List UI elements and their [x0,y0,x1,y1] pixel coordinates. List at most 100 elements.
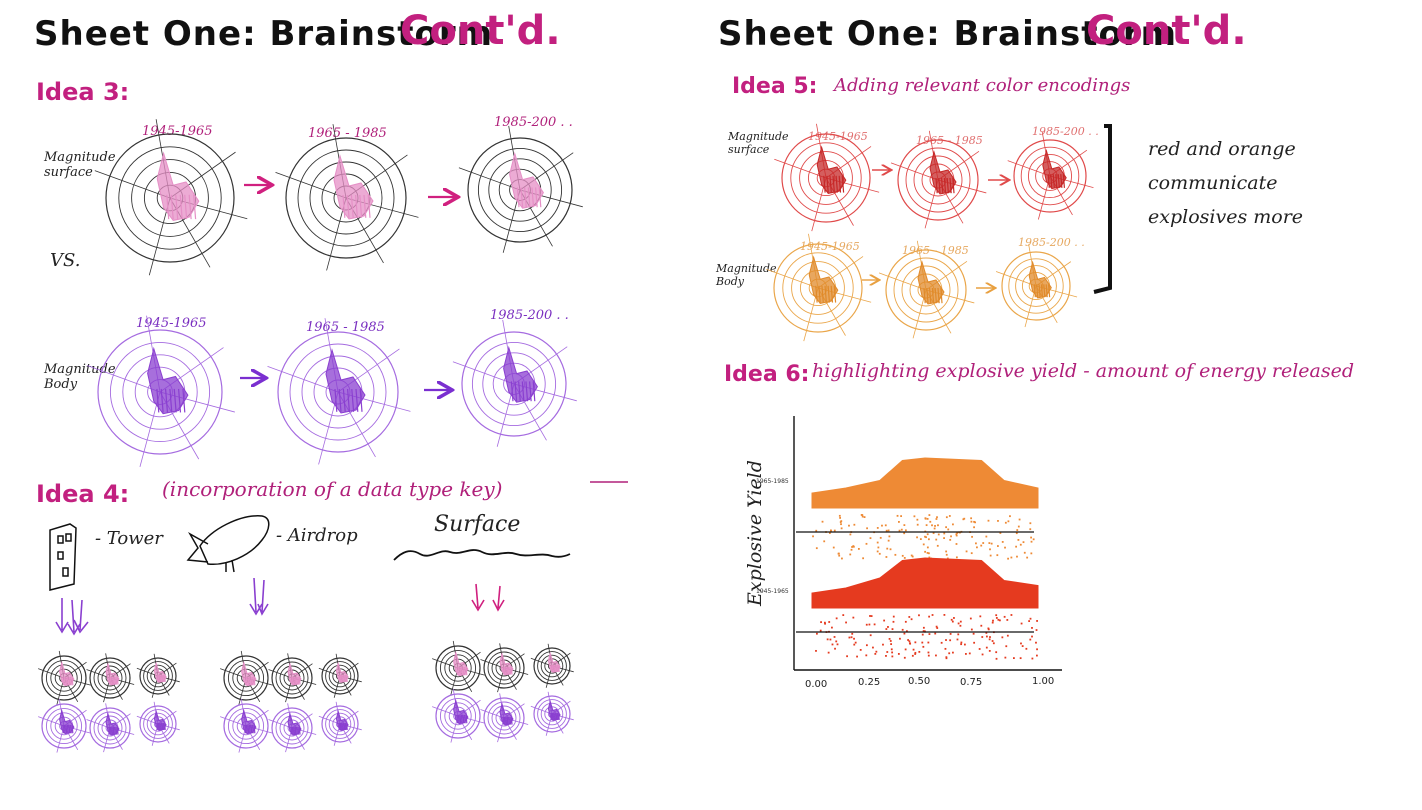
ridge-point [842,614,845,616]
ridge-point [1031,627,1033,629]
ridge-point [931,614,934,616]
ridge-point [892,620,895,623]
ridge-point [903,532,906,535]
ridge-point [1035,629,1038,631]
ridge-point [820,621,822,624]
chart-x-tick-3: 0.75 [960,677,983,688]
ridge-point [1029,638,1032,641]
ridge-point [1019,543,1022,546]
ridge-point [926,552,929,554]
idea3-body-label: Magnitude Body [44,362,116,392]
ridge-point [964,653,967,655]
ridge-point [955,533,958,536]
ridge-point [1030,536,1032,539]
ridge-point [922,630,925,632]
ridge-point [1029,528,1032,531]
ridge-point [1025,647,1028,650]
ridge-point [927,538,930,541]
left-sheet-title: Sheet One: Brainstorm [34,14,494,54]
ridge-point [885,654,887,657]
ridge-point [840,523,842,526]
ridge-point [1019,657,1022,660]
ridge-point [1020,642,1022,645]
ridge-point [960,641,963,644]
ridge-point [852,616,855,619]
ridge-density-1965-1985 [811,457,1039,509]
radar-surface-1965 [275,124,419,271]
ridge-point [1018,518,1021,521]
ridge-point [865,644,868,647]
idea3-body-year-1: 1945-1965 [136,316,207,331]
ridge-point [945,550,948,553]
ridge-point [926,533,929,536]
ridge-point [937,524,939,527]
ridge-point [997,545,999,547]
chart-x-tick-1: 0.25 [858,677,881,688]
ridge-point [828,621,831,623]
ridge-point [949,633,952,635]
ridge-point [1029,522,1032,525]
ridge-point [838,514,841,517]
ridge-point [851,632,854,635]
ridge-point [1013,657,1015,660]
ridge-point [980,624,983,627]
ridge-point [995,651,998,654]
ridge-point [815,547,818,550]
ridge-point [924,535,926,538]
ridge-point [995,614,998,617]
ridge-point [856,655,858,658]
ridge-point [1007,520,1010,523]
ridge-point [965,550,968,553]
ridge-point [992,642,995,645]
ridge-point [1003,615,1006,618]
down-arrows-airdrop [249,577,269,616]
ridge-point [945,553,948,556]
idea4-text: (incorporation of a data type key) [162,477,503,501]
ridge-point [933,527,936,530]
ridge-point [927,552,930,555]
ridge-point [987,519,990,522]
ridge-point [955,534,958,537]
surface-wave-icon [393,549,571,561]
ridge-point [832,546,835,549]
ridge-point [1004,546,1006,549]
ridge-point [823,540,826,543]
idea5-surface-year-2: 1965 - 1985 [916,134,983,147]
ridge-point [987,628,990,631]
ridge-point [997,520,999,522]
ridge-point [903,557,906,559]
mini-radar-surface-3-b [480,643,529,693]
down-arrows-tower [55,598,89,636]
radar-red-1945 [774,123,880,232]
ridge-point [931,524,933,527]
radar-orange-1945 [766,233,872,342]
ridge-point [953,617,955,619]
ridge-point [891,655,894,658]
ridge-point [833,636,836,638]
ridge-point [996,554,999,557]
ridge-point [952,651,954,654]
radar-red-1965 [890,130,987,229]
ridge-point [957,633,960,636]
ridge-point [900,515,903,518]
ridge-point [968,652,971,655]
ridge-point [974,521,977,524]
ridge-point [1020,622,1023,625]
ridge-point [995,617,998,619]
bracket-icon [1093,124,1112,294]
ridge-point [988,542,991,544]
ridge-point [875,650,878,653]
ridge-point [989,636,991,638]
ridge-point [901,554,904,557]
ridge-point [979,615,982,618]
ridge-point [830,529,832,532]
ridge-point [837,552,840,555]
ridge-point [852,545,855,547]
ridge-point [1016,529,1019,531]
ridge-point [914,651,917,654]
ridge-point [955,543,958,545]
ridge-point [989,548,991,551]
ridge-point [916,523,919,526]
ridge-point [1006,634,1009,637]
ridge-point [906,630,908,633]
